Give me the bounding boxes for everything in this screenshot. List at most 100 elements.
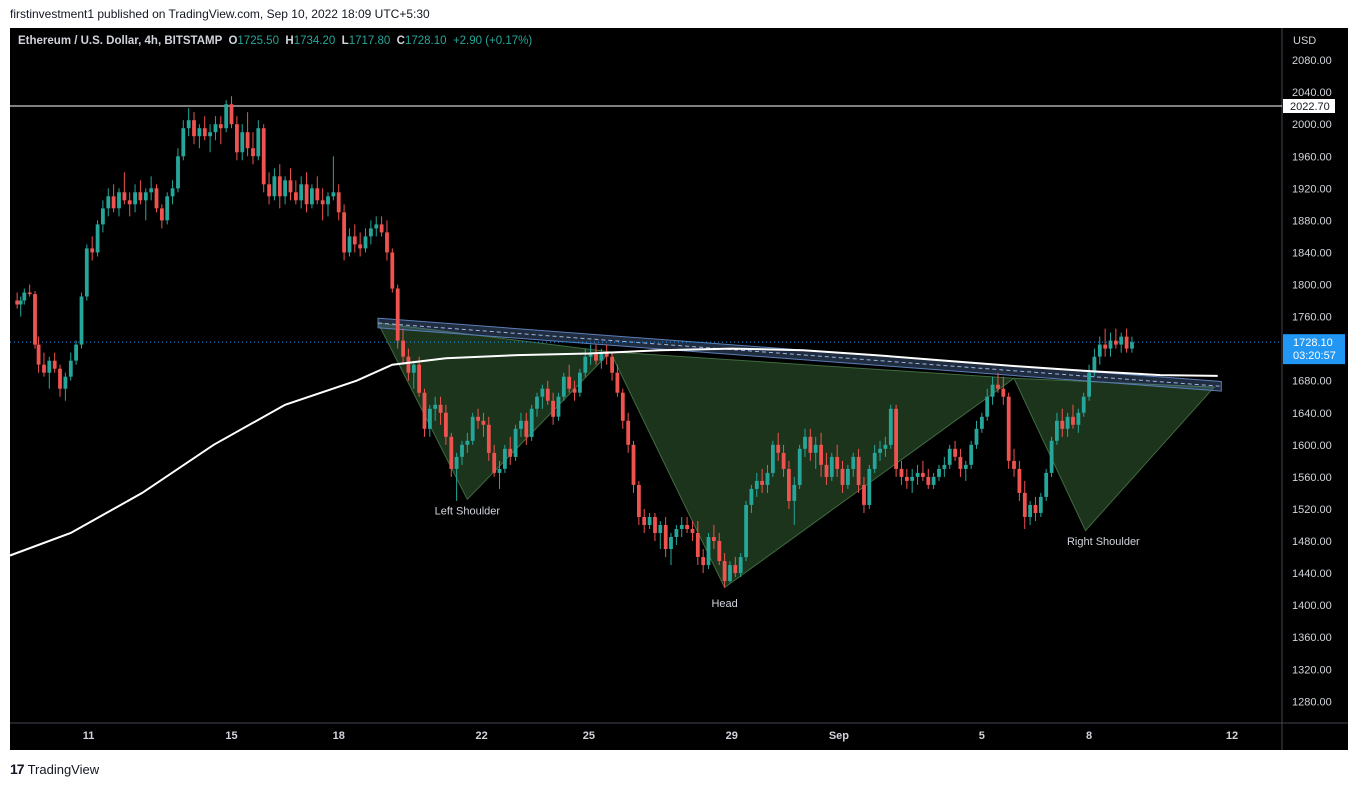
candle-body xyxy=(599,352,604,361)
candle-body xyxy=(208,132,212,137)
change-value: +2.90 (+0.17%) xyxy=(452,35,533,47)
candle-body xyxy=(1022,492,1027,517)
candle-body xyxy=(722,561,727,582)
candle-body xyxy=(620,392,625,421)
price-tick-label: 1960.00 xyxy=(1292,151,1332,163)
candle-body xyxy=(33,294,37,345)
currency-label[interactable]: USD xyxy=(1293,35,1317,47)
candle-body xyxy=(535,396,539,409)
candle-body xyxy=(974,428,979,445)
candle-body xyxy=(1071,416,1075,425)
candle-body xyxy=(637,484,641,517)
symbol-legend: Ethereum / U.S. Dollar, 4h, BITSTAMP O17… xyxy=(18,35,532,47)
time-tick-label: 22 xyxy=(476,730,488,742)
candle-body xyxy=(492,452,497,473)
candle-body xyxy=(1087,372,1091,397)
price-tick-label: 1760.00 xyxy=(1292,312,1332,324)
price-tick-label: 1880.00 xyxy=(1292,215,1332,227)
candle-body xyxy=(395,288,400,341)
time-tick-label: 8 xyxy=(1086,730,1092,742)
candle-body xyxy=(1055,420,1059,441)
candle-body xyxy=(218,124,223,129)
candle-body xyxy=(58,368,62,389)
symbol-name[interactable]: Ethereum / U.S. Dollar, 4h, BITSTAMP xyxy=(18,35,223,47)
candle-body xyxy=(835,456,840,469)
candle-body xyxy=(1001,388,1006,397)
candle-body xyxy=(251,148,255,157)
time-tick-label: Sep xyxy=(829,730,849,742)
pattern-annotation: Left Shoulder xyxy=(435,506,501,518)
time-tick-label: 29 xyxy=(726,730,738,742)
candle-body xyxy=(197,128,202,137)
candle-body xyxy=(138,192,143,201)
candle-body xyxy=(754,480,759,489)
moving-average-line xyxy=(10,347,1218,557)
candle-body xyxy=(433,404,438,409)
time-tick-label: 12 xyxy=(1226,730,1238,742)
time-tick-label: 18 xyxy=(333,730,345,742)
candle-body xyxy=(642,517,647,525)
candle-body xyxy=(706,537,711,566)
candle-body xyxy=(1092,356,1097,373)
candle-body xyxy=(749,488,754,505)
candle-body xyxy=(862,484,866,505)
pattern-annotation: Right Shoulder xyxy=(1067,536,1140,548)
price-tick-label: 1800.00 xyxy=(1292,280,1332,292)
price-tick-label: 1520.00 xyxy=(1292,504,1332,516)
candle-body xyxy=(288,180,293,193)
candle-body xyxy=(519,420,523,429)
candle-body xyxy=(985,396,990,417)
candle-body xyxy=(1006,396,1011,461)
candle-body xyxy=(695,533,700,557)
candle-body xyxy=(320,200,325,205)
candle-body xyxy=(674,529,679,537)
price-tick-label: 2000.00 xyxy=(1292,119,1332,131)
candle-body xyxy=(583,356,588,373)
time-tick-label: 15 xyxy=(225,730,237,742)
candle-body xyxy=(980,416,984,429)
price-tick-label: 2080.00 xyxy=(1292,55,1332,67)
candle-body xyxy=(733,565,738,574)
candle-body xyxy=(631,444,636,485)
candle-body xyxy=(1108,340,1113,349)
candle-body xyxy=(776,444,781,453)
footer-brand[interactable]: 17 TradingView xyxy=(10,761,99,777)
candle-body xyxy=(610,356,614,373)
price-tick-label: 1280.00 xyxy=(1292,696,1332,708)
candle-body xyxy=(294,192,298,201)
candle-body xyxy=(160,208,164,221)
candle-body xyxy=(127,200,132,205)
candle-body xyxy=(342,212,346,253)
candle-body xyxy=(1033,505,1038,513)
candle-body xyxy=(90,248,95,253)
candle-body xyxy=(143,192,148,201)
candle-body xyxy=(18,300,23,305)
price-tick-label: 1640.00 xyxy=(1292,408,1332,420)
candle-body xyxy=(1049,440,1054,473)
open-value: 1725.50 xyxy=(237,35,279,47)
candle-body xyxy=(990,384,995,397)
chart-canvas[interactable]: Left Shoulder Head Right Shoulder 2080.00 20… xyxy=(10,28,1348,750)
price-tick-label: 2040.00 xyxy=(1292,87,1332,99)
candle-body xyxy=(310,188,314,205)
candle-body xyxy=(728,565,732,582)
candle-body xyxy=(910,476,915,481)
pattern-annotation: Head xyxy=(711,598,737,610)
candle-body xyxy=(369,228,373,237)
tradingview-logo-icon: 17 xyxy=(10,761,25,777)
candle-body xyxy=(315,188,320,201)
candle-body xyxy=(256,128,261,157)
candle-body xyxy=(52,360,57,369)
candle-body xyxy=(663,525,668,549)
candle-body xyxy=(1119,336,1124,345)
candle-body xyxy=(658,525,663,533)
candle-body xyxy=(27,292,32,295)
candle-body xyxy=(840,468,845,485)
candle-body xyxy=(47,360,52,373)
candle-body xyxy=(267,184,271,197)
candle-body xyxy=(304,184,309,205)
chart-frame[interactable]: Left Shoulder Head Right Shoulder 2080.00 20… xyxy=(10,28,1348,750)
candle-body xyxy=(406,356,411,373)
candle-body xyxy=(363,236,368,249)
candle-body xyxy=(669,537,673,549)
